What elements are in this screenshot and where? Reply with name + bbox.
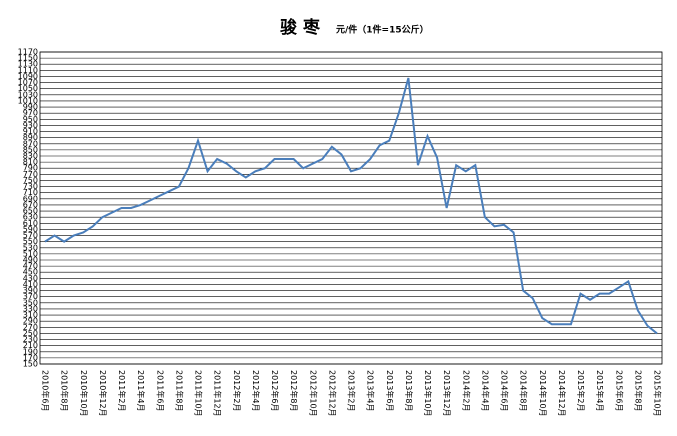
y-tick-label: 270 <box>23 323 38 332</box>
y-tick-label: 990 <box>23 103 38 112</box>
x-tick-label: 2013年10月 <box>423 370 433 417</box>
x-tick-label: 2012年12月 <box>327 370 337 417</box>
y-tick-label: 1090 <box>18 72 38 81</box>
y-tick-label: 210 <box>23 341 38 350</box>
y-tick-label: 650 <box>23 207 38 216</box>
y-tick-label: 690 <box>23 194 38 203</box>
data-line <box>44 77 658 335</box>
x-tick-label: 2014年8月 <box>519 370 529 411</box>
chart-title: 骏 枣 <box>280 17 321 38</box>
x-tick-label: 2014年6月 <box>500 370 510 411</box>
x-tick-label: 2010年6月 <box>41 370 51 411</box>
x-tick-label: 2012年10月 <box>308 370 318 417</box>
y-tick-label: 670 <box>23 200 38 209</box>
y-tick-label: 450 <box>23 268 38 277</box>
y-tick-label: 870 <box>23 139 38 148</box>
y-tick-label: 510 <box>23 249 38 258</box>
y-tick-label: 470 <box>23 262 38 271</box>
y-tick-label: 310 <box>23 311 38 320</box>
x-tick-label: 2010年10月 <box>79 370 89 417</box>
x-tick-label: 2015年6月 <box>614 370 624 411</box>
x-tick-label: 2014年12月 <box>557 370 567 417</box>
x-tick-label: 2010年8月 <box>60 370 70 411</box>
y-tick-label: 830 <box>23 152 38 161</box>
x-tick-label: 2011年12月 <box>213 370 223 417</box>
y-tick-label: 950 <box>23 115 38 124</box>
x-tick-label: 2015年4月 <box>595 370 605 411</box>
x-tick-label: 2012年4月 <box>251 370 261 411</box>
y-tick-label: 790 <box>23 164 38 173</box>
y-tick-label: 230 <box>23 335 38 344</box>
y-tick-label: 1030 <box>18 90 38 99</box>
x-tick-label: 2011年2月 <box>117 370 127 411</box>
x-tick-label: 2011年4月 <box>136 370 146 411</box>
y-tick-label: 850 <box>23 145 38 154</box>
x-tick-label: 2015年10月 <box>653 370 663 417</box>
x-tick-label: 2012年6月 <box>270 370 280 411</box>
y-tick-label: 170 <box>23 353 38 362</box>
x-tick-label: 2011年10月 <box>194 370 204 417</box>
x-tick-label: 2015年2月 <box>576 370 586 411</box>
x-tick-label: 2013年2月 <box>347 370 357 411</box>
chart-subtitle: 元/件（1件=15公斤） <box>336 24 429 36</box>
y-tick-label: 1130 <box>18 60 38 69</box>
y-tick-label: 530 <box>23 243 38 252</box>
y-tick-label: 330 <box>23 304 38 313</box>
y-tick-label: 1050 <box>18 84 38 93</box>
x-tick-label: 2014年2月 <box>461 370 471 411</box>
y-tick-label: 770 <box>23 170 38 179</box>
y-tick-label: 390 <box>23 286 38 295</box>
y-tick-label: 410 <box>23 280 38 289</box>
x-tick-label: 2013年6月 <box>385 370 395 411</box>
y-tick-label: 250 <box>23 329 38 338</box>
y-tick-label: 930 <box>23 121 38 130</box>
y-tick-label: 490 <box>23 256 38 265</box>
x-tick-label: 2013年8月 <box>404 370 414 411</box>
y-tick-label: 1010 <box>18 96 38 105</box>
y-tick-label: 350 <box>23 298 38 307</box>
x-tick-label: 2012年2月 <box>232 370 242 411</box>
y-tick-label: 370 <box>23 292 38 301</box>
x-tick-label: 2012年8月 <box>289 370 299 411</box>
y-tick-label: 1110 <box>18 66 38 75</box>
y-tick-label: 710 <box>23 188 38 197</box>
y-tick-label: 430 <box>23 274 38 283</box>
y-tick-label: 1070 <box>18 78 38 87</box>
y-tick-label: 590 <box>23 225 38 234</box>
x-tick-label: 2014年10月 <box>538 370 548 417</box>
y-tick-label: 570 <box>23 231 38 240</box>
y-tick-label: 630 <box>23 213 38 222</box>
y-tick-label: 750 <box>23 176 38 185</box>
x-tick-label: 2013年12月 <box>442 370 452 417</box>
y-tick-label: 610 <box>23 219 38 228</box>
y-tick-label: 890 <box>23 133 38 142</box>
x-tick-label: 2011年8月 <box>174 370 184 411</box>
y-tick-label: 1170 <box>18 48 38 57</box>
y-tick-label: 550 <box>23 237 38 246</box>
y-tick-label: 730 <box>23 182 38 191</box>
y-tick-label: 150 <box>23 360 38 369</box>
y-tick-label: 810 <box>23 158 38 167</box>
x-tick-label: 2015年8月 <box>633 370 643 411</box>
x-tick-label: 2014年4月 <box>480 370 490 411</box>
y-tick-label: 1150 <box>18 54 38 63</box>
y-tick-label: 910 <box>23 127 38 136</box>
y-tick-label: 190 <box>23 347 38 356</box>
x-tick-label: 2011年6月 <box>155 370 165 411</box>
y-tick-label: 290 <box>23 317 38 326</box>
x-tick-label: 2010年12月 <box>98 370 108 417</box>
y-tick-label: 970 <box>23 109 38 118</box>
x-tick-label: 2013年4月 <box>366 370 376 411</box>
